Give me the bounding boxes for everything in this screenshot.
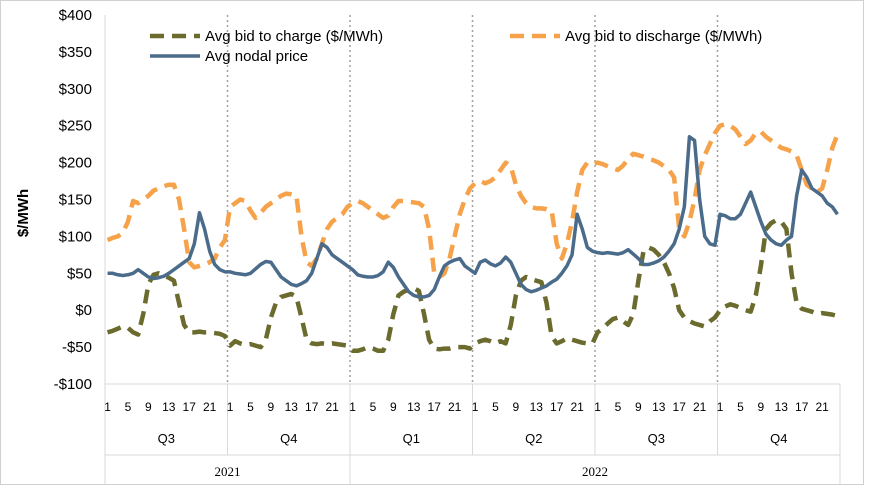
x-hour-tick-label: 17 xyxy=(795,400,809,414)
x-hour-tick-label: 5 xyxy=(370,400,377,414)
legend-label-1: Avg bid to charge ($/MWh) xyxy=(205,28,383,45)
y-axis-label: $/MWh xyxy=(15,189,32,237)
y-tick-label: $150 xyxy=(59,192,92,209)
x-hour-tick-label: 13 xyxy=(162,400,176,414)
x-hour-tick-label: 5 xyxy=(737,400,744,414)
x-hour-tick-label: 21 xyxy=(815,400,829,414)
x-hour-tick-label: 5 xyxy=(492,400,499,414)
y-tick-label: $100 xyxy=(59,228,92,245)
x-hour-tick-label: 17 xyxy=(673,400,687,414)
x-hour-tick-label: 9 xyxy=(390,400,397,414)
x-hour-tick-label: 5 xyxy=(247,400,254,414)
x-hour-tick-label: 1 xyxy=(104,400,111,414)
legend-label-2: Avg bid to discharge ($/MWh) xyxy=(565,28,762,45)
legend-label-3: Avg nodal price xyxy=(205,48,308,65)
x-quarter-label: Q4 xyxy=(770,431,787,446)
x-hour-tick-label: 9 xyxy=(268,400,275,414)
x-quarter-label: Q3 xyxy=(158,431,175,446)
series-line-2 xyxy=(106,121,840,280)
x-quarter-label: Q4 xyxy=(280,431,297,446)
x-hour-tick-label: 21 xyxy=(448,400,462,414)
series-line-3 xyxy=(107,135,839,299)
y-tick-label: $0 xyxy=(75,302,92,319)
x-hour-tick-label: 9 xyxy=(145,400,152,414)
y-tick-label: $300 xyxy=(59,81,92,98)
x-hour-tick-label: 5 xyxy=(125,400,132,414)
x-hour-tick-label: 13 xyxy=(285,400,299,414)
x-hour-tick-label: 21 xyxy=(693,400,707,414)
x-hour-tick-label: 13 xyxy=(530,400,544,414)
x-quarter-label: Q1 xyxy=(403,431,420,446)
x-hour-tick-label: 1 xyxy=(227,400,234,414)
x-hour-tick-label: 21 xyxy=(570,400,584,414)
x-hour-tick-label: 1 xyxy=(594,400,601,414)
x-hour-tick-label: 9 xyxy=(635,400,642,414)
x-year-label: 2021 xyxy=(215,464,241,479)
y-tick-label: $400 xyxy=(59,7,92,24)
y-tick-label: -$50 xyxy=(62,339,92,356)
x-hour-tick-label: 21 xyxy=(203,400,217,414)
y-tick-label: $200 xyxy=(59,155,92,172)
y-tick-label: $250 xyxy=(59,118,92,135)
x-hour-tick-label: 1 xyxy=(349,400,356,414)
x-quarter-label: Q3 xyxy=(648,431,665,446)
x-hour-tick-label: 13 xyxy=(775,400,789,414)
x-hour-tick-label: 17 xyxy=(183,400,197,414)
x-hour-tick-label: 17 xyxy=(305,400,319,414)
series-line-1 xyxy=(106,217,839,354)
x-hour-tick-label: 9 xyxy=(513,400,520,414)
x-year-label: 2022 xyxy=(582,464,608,479)
x-hour-tick-label: 13 xyxy=(407,400,421,414)
x-hour-tick-label: 13 xyxy=(652,400,666,414)
x-hour-tick-label: 17 xyxy=(550,400,564,414)
x-hour-tick-label: 5 xyxy=(615,400,622,414)
x-hour-tick-label: 17 xyxy=(428,400,442,414)
x-hour-tick-label: 21 xyxy=(325,400,339,414)
y-tick-label: -$100 xyxy=(54,376,92,393)
x-hour-tick-label: 1 xyxy=(472,400,479,414)
y-tick-label: $50 xyxy=(67,265,92,282)
y-tick-label: $350 xyxy=(59,44,92,61)
x-hour-tick-label: 9 xyxy=(758,400,765,414)
x-quarter-label: Q2 xyxy=(525,431,542,446)
x-hour-tick-label: 1 xyxy=(717,400,724,414)
